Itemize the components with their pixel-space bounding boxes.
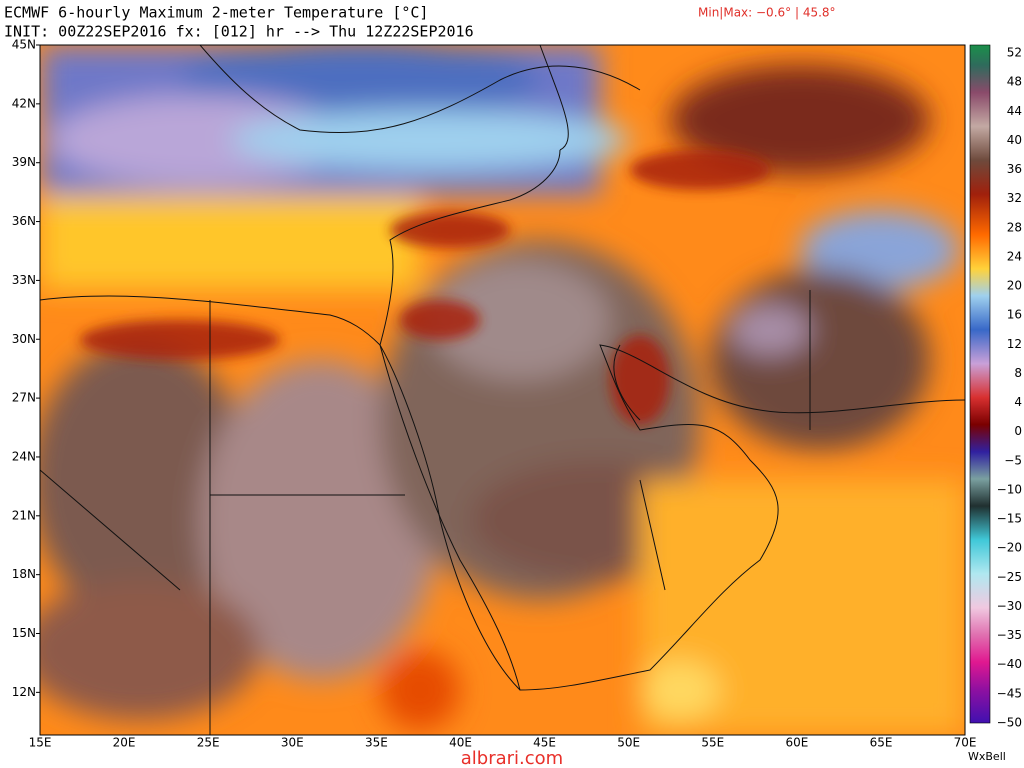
lon-label: 70E — [954, 736, 977, 750]
lat-label: 39N — [12, 155, 36, 169]
colorbar-label: −5 — [1004, 453, 1022, 467]
colorbar-label: 40 — [1007, 133, 1022, 147]
watermark: albrari.com — [461, 748, 563, 768]
colorbar-label: −30 — [997, 599, 1022, 613]
colorbar-label: 24 — [1007, 249, 1022, 263]
lat-label: 12N — [12, 685, 36, 699]
lat-label: 21N — [12, 508, 36, 522]
colorbar-label: 20 — [1007, 279, 1022, 293]
title: ECMWF 6-hourly Maximum 2-meter Temperatu… — [4, 4, 428, 22]
colorbar-label: 52 — [1007, 46, 1022, 60]
colorbar-label: 4 — [1014, 395, 1022, 409]
colorbar-label: −50 — [997, 715, 1022, 729]
lat-label: 30N — [12, 332, 36, 346]
colorbar-label: 0 — [1014, 424, 1022, 438]
colorbar-label: −35 — [997, 628, 1022, 642]
lat-label: 24N — [12, 449, 36, 463]
lon-label: 25E — [197, 736, 220, 750]
lon-label: 35E — [365, 736, 388, 750]
colorbar — [969, 44, 991, 724]
colorbar-label: −20 — [997, 541, 1022, 555]
colorbar-label: 28 — [1007, 220, 1022, 234]
colorbar-label: 16 — [1007, 308, 1022, 322]
colorbar-label: −10 — [997, 482, 1022, 496]
lon-label: 65E — [870, 736, 893, 750]
temperature-field — [40, 45, 965, 735]
colorbar-label: 36 — [1007, 162, 1022, 176]
lat-label: 42N — [12, 96, 36, 110]
min-max: Min|Max: −0.6° | 45.8° — [698, 6, 836, 20]
lat-label: 18N — [12, 567, 36, 581]
colorbar-label: 32 — [1007, 191, 1022, 205]
lon-label: 50E — [617, 736, 640, 750]
lon-label: 60E — [785, 736, 808, 750]
colorbar-label: 12 — [1007, 337, 1022, 351]
map-frame — [39, 44, 966, 736]
colorbar-label: 44 — [1007, 104, 1022, 118]
lon-label: 20E — [113, 736, 136, 750]
brand: WxBell — [968, 750, 1006, 763]
colorbar-label: 8 — [1014, 366, 1022, 380]
colorbar-label: −40 — [997, 657, 1022, 671]
lat-label: 15N — [12, 626, 36, 640]
lat-label: 33N — [12, 273, 36, 287]
lon-label: 55E — [701, 736, 724, 750]
colorbar-label: −45 — [997, 686, 1022, 700]
lon-label: 45E — [533, 736, 556, 750]
lat-label: 45N — [12, 38, 36, 52]
colorbar-label: 48 — [1007, 75, 1022, 89]
lon-label: 40E — [449, 736, 472, 750]
lat-label: 36N — [12, 214, 36, 228]
init-line: INIT: 00Z22SEP2016 fx: [012] hr --> Thu … — [4, 23, 474, 41]
lon-label: 30E — [281, 736, 304, 750]
colorbar-label: −15 — [997, 512, 1022, 526]
colorbar-label: −25 — [997, 570, 1022, 584]
lon-label: 15E — [29, 736, 52, 750]
lat-label: 27N — [12, 391, 36, 405]
